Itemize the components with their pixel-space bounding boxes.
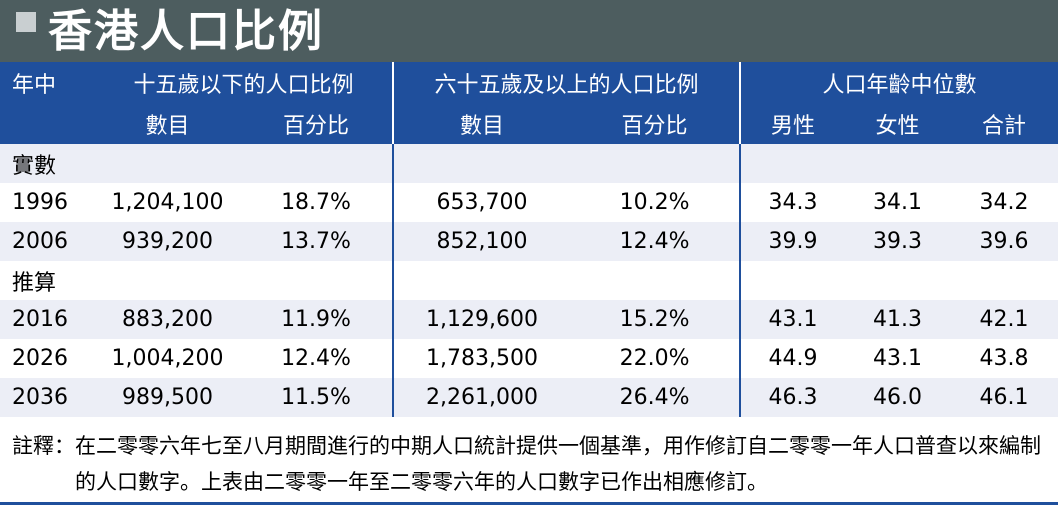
cell <box>740 261 1058 300</box>
data-cell: 22.0% <box>570 339 742 378</box>
group-header: 六十五歲及以上的人口比例 <box>393 62 742 103</box>
table-row: 2016 883,200 11.9% 1,129,600 15.2% 43.1 41.3 42… <box>0 300 1058 339</box>
data-cell: 43.8 <box>979 346 1029 371</box>
data-cell: 34.3 <box>768 190 818 215</box>
cell <box>393 261 742 300</box>
data-cell: 46.3 <box>740 378 846 417</box>
sub-header: 合計 <box>950 103 1058 144</box>
cell <box>740 144 1058 183</box>
data-cell: 2,261,000 <box>393 378 571 417</box>
data-cell: 11.5% <box>240 378 395 417</box>
group-header: 十五歲以下的人口比例 <box>95 62 395 103</box>
data-cell: 34.1 <box>873 190 923 215</box>
data-cell: 26.4% <box>570 378 742 417</box>
table-row: 數目 百分比 數目 百分比 男性 女性 合計 <box>0 103 1058 144</box>
section-label: 實數 <box>0 144 395 183</box>
year-cell: 2036 <box>0 378 95 417</box>
data-cell: 939,200 <box>95 222 240 261</box>
year-cell: 2016 <box>0 300 95 339</box>
data-cell: 41.3 <box>845 300 951 339</box>
cell <box>393 144 742 183</box>
title-bar: 香港人口比例 <box>0 0 1058 62</box>
data-cell: 39.3 <box>845 222 951 261</box>
sub-header: 百分比 <box>570 103 742 144</box>
title: 香港人口比例 <box>48 6 324 57</box>
data-cell: 989,500 <box>95 378 240 417</box>
sub-header: 百分比 <box>240 103 395 144</box>
data-cell: 46.0 <box>845 378 951 417</box>
table-row: 2006 939,200 13.7% 852,100 12.4% 39.9 39.3 39.6 <box>0 222 1058 261</box>
data-cell: 46.1 <box>950 378 1058 417</box>
data-cell: 12.4% <box>570 222 742 261</box>
table-row: 推算 <box>0 261 1058 300</box>
title-square <box>16 12 36 32</box>
data-cell: 39.9 <box>740 222 846 261</box>
data-cell: 10.2% <box>570 183 742 222</box>
data-cell: 39.6 <box>950 222 1058 261</box>
data-cell: 43.1 <box>873 346 923 371</box>
data-cell: 1,004,200 <box>111 346 224 371</box>
data-cell: 852,100 <box>393 222 571 261</box>
sub-header: 男性 <box>740 103 846 144</box>
data-cell: 43.1 <box>740 300 846 339</box>
sub-header: 女性 <box>845 103 951 144</box>
table-row: 1996 1,204,100 18.7% 653,700 10.2% 34.3 34.1 34… <box>0 183 1058 222</box>
data-cell: 15.2% <box>570 300 742 339</box>
group-header: 人口年齡中位數 <box>740 62 1058 103</box>
data-cell: 11.9% <box>240 300 395 339</box>
note-label: 註釋： <box>12 434 75 458</box>
year-cell: 1996 <box>12 190 68 215</box>
sub-header: 數目 <box>95 103 240 144</box>
data-cell: 1,129,600 <box>393 300 571 339</box>
bottom-rule <box>0 502 1058 505</box>
table: 年中 十五歲以下的人口比例 六十五歲及以上的人口比例 人口年齡中位數 數目 百分比 數目 百分… <box>0 62 1058 417</box>
data-cell: 883,200 <box>95 300 240 339</box>
data-cell: 12.4% <box>240 339 395 378</box>
sub-header: 數目 <box>393 103 571 144</box>
data-cell: 1,204,100 <box>111 190 224 215</box>
data-cell: 1,783,500 <box>426 346 538 371</box>
note-text: 在二零零六年七至八月期間進行的中期人口統計提供一個基準，用作修訂自二零零一年人口… <box>75 434 1041 494</box>
data-cell: 653,700 <box>436 190 528 215</box>
table-row: 實數 <box>0 144 1058 183</box>
year-cell: 2006 <box>0 222 95 261</box>
year-cell: 2026 <box>12 346 68 371</box>
data-cell: 42.1 <box>950 300 1058 339</box>
header-cell: 年中 <box>0 62 95 103</box>
table-row: 2026 1,004,200 12.4% 1,783,500 22.0% 44.9 43.1… <box>0 339 1058 378</box>
note: 註釋： 在二零零六年七至八月期間進行的中期人口統計提供一個基準，用作修訂自二零零一… <box>12 428 1052 500</box>
table-row: 2036 989,500 11.5% 2,261,000 26.4% 46.3 46.0 46… <box>0 378 1058 417</box>
data-cell: 18.7% <box>240 183 395 222</box>
data-cell: 13.7% <box>240 222 395 261</box>
table-row: 年中 十五歲以下的人口比例 六十五歲及以上的人口比例 人口年齡中位數 <box>0 62 1058 103</box>
data-cell: 34.2 <box>979 190 1029 215</box>
data-cell: 44.9 <box>768 346 818 371</box>
header-cell <box>0 103 95 144</box>
section-label: 推算 <box>0 261 395 300</box>
